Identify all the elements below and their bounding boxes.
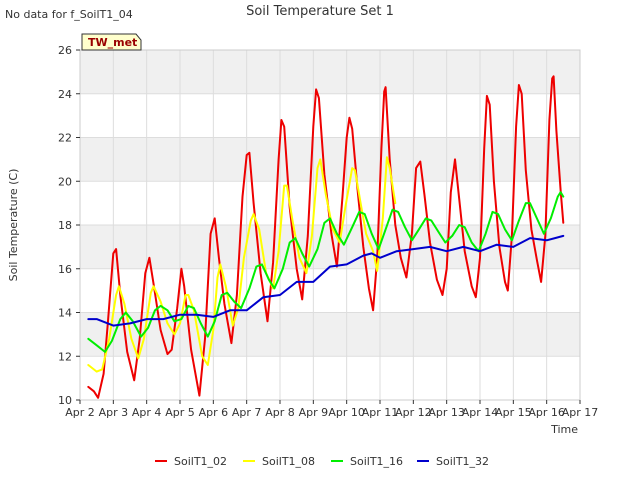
x-tick-label: Apr 10 [328,406,365,419]
x-tick-label: Apr 15 [495,406,532,419]
series-line-soilt1-32 [87,234,565,327]
badge-shape [81,33,142,51]
x-tick-label: Apr 2 [65,406,95,419]
x-tick-label: Apr 11 [362,406,399,419]
x-axis-label: Time [550,423,578,436]
x-tick-label: Apr 14 [462,406,499,419]
y-tick-label: 26 [58,44,72,57]
y-tick-label: 16 [58,263,72,276]
plot-band [80,137,580,182]
no-data-note: No data for f_SoilT1_04 [5,8,133,21]
station-badge: TW_met [81,33,142,51]
x-tick-label: Apr 4 [132,406,162,419]
x-axis-ticks: Apr 2 Apr 3 Apr 4 Apr 5 Apr 6 Apr 7 Apr 8 Apr 9… [65,400,598,419]
x-tick-label: Apr 13 [428,406,465,419]
x-tick-label: Apr 3 [99,406,129,419]
y-tick-label: 24 [58,88,72,101]
y-tick-label: 14 [58,307,72,320]
x-tick-label: Apr 6 [199,406,229,419]
x-tick-label: Apr 8 [265,406,295,419]
legend-label: SoilT1_16 [350,455,403,468]
x-tick-label: Apr 12 [395,406,432,419]
y-tick-label: 10 [58,394,72,407]
series-line-soilt1-16 [87,191,565,353]
legend-label: SoilT1_02 [174,455,227,468]
y-tick-label: 22 [58,132,72,145]
x-tick-label: Apr 9 [299,406,329,419]
legend-label: SoilT1_32 [436,455,489,468]
y-tick-label: 18 [58,219,72,232]
legend-label: SoilT1_08 [262,455,315,468]
x-tick-label: Apr 7 [232,406,262,419]
series-layer [87,75,565,399]
y-axis-label: Soil Temperature (C) [7,169,20,282]
badge-label: TW_met [88,36,137,49]
x-tick-label: Apr 5 [165,406,195,419]
plot-band [80,225,580,269]
y-tick-label: 12 [58,350,72,363]
chart-title: Soil Temperature Set 1 [246,4,394,19]
x-tick-label: Apr 17 [562,406,599,419]
y-axis-ticks: 10 12 14 16 18 20 22 24 26 [58,44,80,407]
x-tick-label: Apr 16 [528,406,565,419]
series-line-soilt1-02 [87,75,565,399]
legend: SoilT1_02 SoilT1_08 SoilT1_16 SoilT1_32 [155,455,489,468]
plot-band [80,50,580,94]
y-tick-label: 20 [58,175,72,188]
